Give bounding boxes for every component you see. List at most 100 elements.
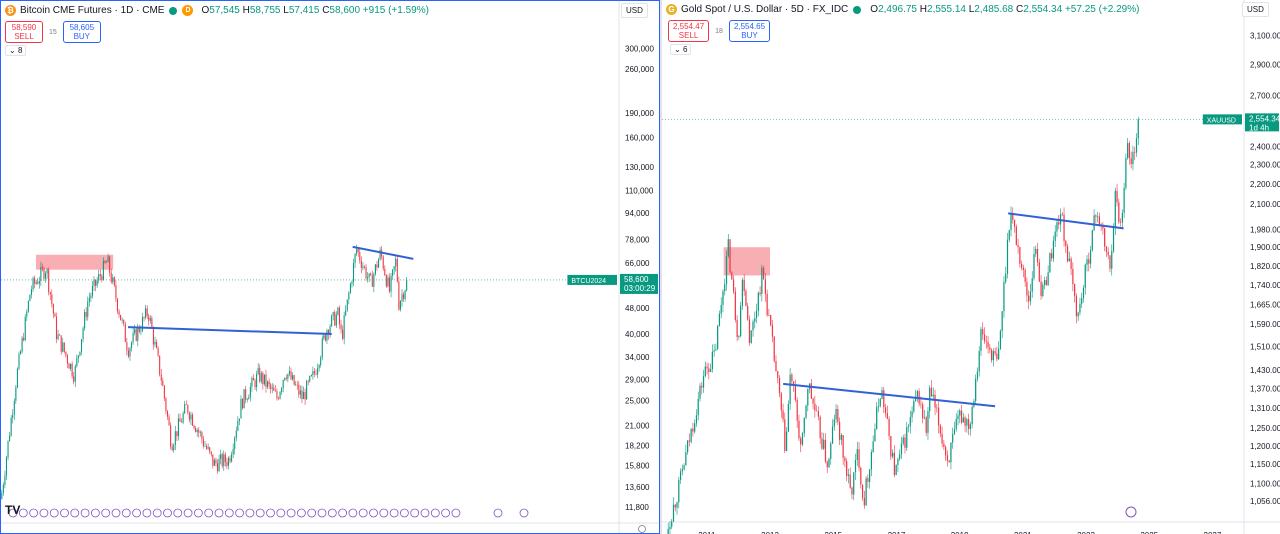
candle-body: [84, 311, 86, 329]
bitcoin-chart-canvas[interactable]: 11,800 13,600 15,800 18,200 21,000 25,000 29,0…: [1, 1, 659, 533]
candle-body: [1111, 251, 1113, 269]
candle-body: [946, 455, 949, 461]
candle-body: [966, 419, 968, 426]
event-marker-icon: [121, 508, 131, 518]
candle-body: [181, 421, 183, 423]
candle-body: [99, 274, 101, 277]
candle-body: [1095, 215, 1097, 217]
candle-body: [1075, 296, 1078, 317]
candle-body: [807, 388, 809, 406]
candle-body: [1003, 281, 1005, 312]
price-axis-tick: 130,000: [625, 163, 654, 172]
candle-body: [771, 325, 774, 337]
price-axis-tick: 40,000: [625, 330, 650, 339]
candle-body: [861, 484, 864, 498]
candle-body: [362, 266, 364, 268]
tradingview-logo[interactable]: TV: [5, 503, 21, 517]
time-axis-tick: 2021: [1014, 531, 1032, 534]
event-marker-icon: [49, 508, 59, 518]
candle-body: [1105, 246, 1108, 252]
gold-ohlc: O2,496.75 H2,555.14 L2,485.68 C2,554.34 …: [870, 4, 1140, 15]
candle-body: [373, 274, 375, 287]
candle-body: [40, 267, 42, 281]
candle-body: [867, 478, 869, 482]
price-axis-tick: 29,000: [625, 376, 650, 385]
candle-body: [819, 416, 821, 439]
event-marker-icon: [60, 508, 69, 518]
candle-body: [387, 277, 389, 287]
candle-body: [82, 328, 84, 340]
indicators-collapse-toggle[interactable]: ⌄ 8: [5, 45, 27, 56]
candle-body: [179, 418, 181, 422]
candle-body: [304, 391, 306, 400]
sell-button[interactable]: 58,590 SELL: [5, 21, 43, 43]
candle-body: [1036, 248, 1039, 263]
supply-zone-rect: [35, 254, 114, 270]
candle-body: [340, 324, 342, 330]
gold-chart-canvas[interactable]: 1,056.00 1,100.00 1,150.00 1,200.00 1,250.00…: [662, 0, 1280, 534]
candle-body: [77, 355, 79, 359]
price-axis-tick: 2,200.00: [1250, 180, 1280, 189]
price-axis-tick: 2,100.00: [1250, 200, 1280, 209]
currency-selector[interactable]: USD: [621, 3, 648, 18]
candle-body: [138, 326, 140, 332]
candle-body: [79, 351, 81, 356]
gold-chart-pane[interactable]: 1,056.00 1,100.00 1,150.00 1,200.00 1,250.00…: [662, 0, 1280, 534]
candle-body: [118, 311, 120, 315]
candle-body: [274, 390, 276, 392]
candle-body: [168, 416, 170, 426]
candle-body: [720, 304, 722, 314]
candle-body: [687, 440, 689, 453]
pane-divider[interactable]: [660, 0, 662, 534]
candle-body: [1040, 281, 1042, 297]
event-marker-icon: [410, 508, 420, 518]
candle-body: [318, 365, 320, 369]
indicators-collapse-toggle[interactable]: ⌄ 6: [670, 44, 692, 55]
candle-body: [679, 471, 682, 480]
event-marker-icon: [307, 508, 317, 518]
event-marker-icon: [255, 508, 265, 518]
event-marker-icon: [132, 508, 142, 518]
candle-body: [1123, 187, 1125, 213]
candle-body: [766, 293, 768, 316]
price-axis-tick: 260,000: [625, 65, 654, 74]
bitcoin-chart-pane[interactable]: 11,800 13,600 15,800 18,200 21,000 25,000 29,0…: [0, 0, 660, 534]
price-axis-tick: 94,000: [625, 209, 650, 218]
gold-symbol-title[interactable]: Gold Spot / U.S. Dollar · 5D · FX_IDC: [681, 4, 849, 15]
candle-body: [210, 451, 212, 455]
candle-body: [1109, 255, 1111, 269]
candle-body: [121, 319, 123, 321]
currency-selector[interactable]: USD: [1242, 2, 1269, 17]
candle-body: [745, 291, 747, 307]
candle-body: [1096, 216, 1099, 218]
candle-body: [209, 447, 211, 452]
price-axis-tick: 1,820.00: [1250, 262, 1280, 271]
price-axis-tick: 48,000: [625, 304, 650, 313]
candle-body: [213, 459, 215, 466]
candle-body: [260, 372, 262, 382]
candle-body: [1001, 311, 1003, 331]
candle-body: [32, 278, 34, 290]
candle-body: [824, 439, 827, 462]
bitcoin-symbol-title[interactable]: Bitcoin CME Futures · 1D · CME: [20, 5, 165, 16]
candle-body: [685, 452, 687, 466]
candle-body: [73, 376, 75, 382]
delayed-data-icon[interactable]: D: [182, 5, 194, 16]
candle-body: [154, 341, 156, 345]
candle-body: [1079, 303, 1081, 313]
buy-button[interactable]: 58,605 BUY: [62, 21, 101, 43]
event-marker-icon: [214, 508, 224, 518]
candle-body: [367, 277, 369, 279]
candle-body: [52, 304, 54, 314]
candle-body: [888, 418, 890, 437]
candle-body: [60, 335, 62, 352]
event-marker-icon: [245, 508, 255, 518]
candle-body: [791, 374, 793, 382]
buy-button[interactable]: 2,554.65 BUY: [728, 20, 771, 42]
price-axis-tick: 1,740.00: [1250, 281, 1280, 290]
candle-body: [990, 349, 993, 361]
sell-button[interactable]: 2,554.47 SELL: [668, 20, 710, 42]
candle-body: [953, 428, 956, 435]
spread-value: 15: [49, 28, 57, 36]
candle-body: [401, 294, 403, 302]
